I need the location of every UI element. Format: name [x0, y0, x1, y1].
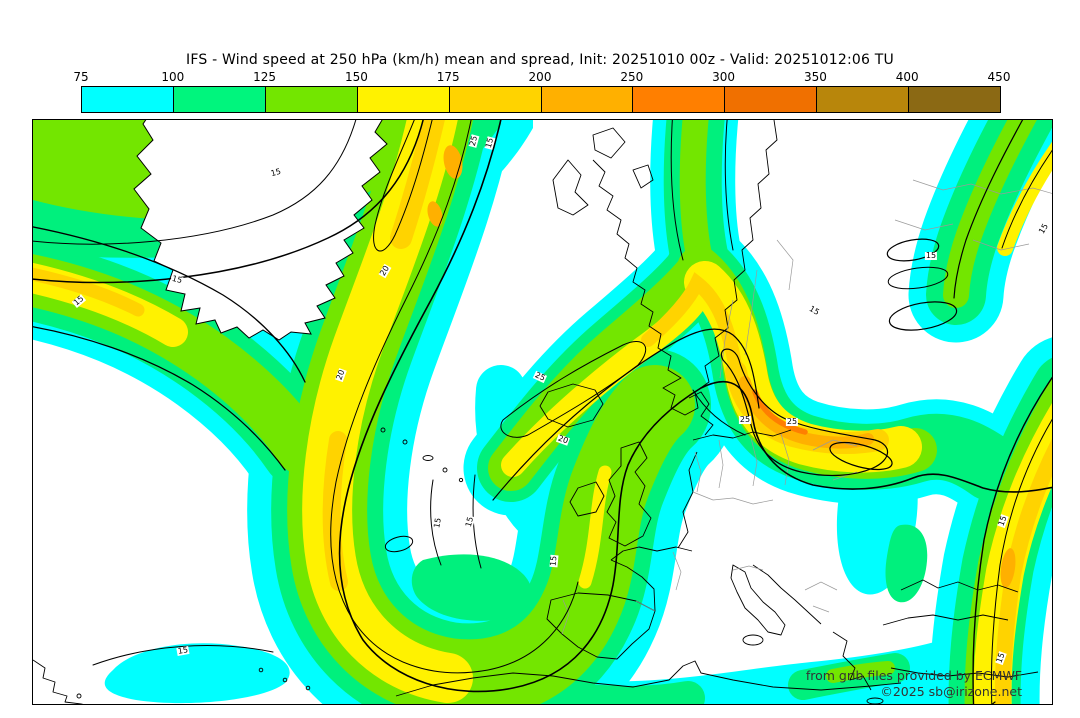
coastlines [33, 120, 1039, 704]
colorbar-segment [725, 87, 818, 112]
colorbar-tick: 450 [987, 70, 1011, 84]
spread-contours [33, 120, 1052, 704]
colorbar-segment [633, 87, 726, 112]
colorbar-tick: 200 [528, 70, 552, 84]
contour-label: 25 [738, 415, 752, 424]
colorbar-tick: 150 [344, 70, 368, 84]
colorbar-tick: 125 [253, 70, 277, 84]
colorbar-tick: 100 [161, 70, 185, 84]
fill-amber [427, 145, 1016, 588]
country-borders [561, 179, 1052, 635]
colorbar-segment [541, 87, 634, 112]
colorbar-tick: 250 [620, 70, 644, 84]
weather-map: 15 15 15 25 15 20 20 25 15 15 20 25 25 15 15 15 15 15 15 15… [32, 119, 1053, 705]
colorbar-swatches [81, 86, 1001, 113]
contour-label: 15 [548, 554, 559, 568]
wind-speed-colorbar: 75 100 125 150 175 200 250 300 350 400 450 [73, 70, 1010, 114]
colorbar-segment [82, 87, 174, 112]
colorbar-segment [909, 87, 1001, 112]
colorbar-segment [265, 87, 358, 112]
contour-label: 25 [785, 417, 799, 426]
attribution-copyright: ©2025 sb@irizone.net [880, 683, 1022, 699]
contour-label: 15 [924, 251, 938, 260]
colorbar-segment [173, 87, 266, 112]
wind-speed-map-canvas [33, 120, 1052, 704]
colorbar-tick: 300 [712, 70, 736, 84]
colorbar-segment [357, 87, 450, 112]
greenland-coastline [133, 120, 388, 341]
colorbar-segment [817, 87, 910, 112]
colorbar-tick: 400 [895, 70, 919, 84]
colorbar-tick-labels: 75 100 125 150 175 200 250 300 350 400 450 [73, 70, 1010, 84]
colorbar-tick: 75 [73, 70, 89, 84]
chart-title: IFS - Wind speed at 250 hPa (km/h) mean … [186, 52, 894, 68]
colorbar-segment [449, 87, 542, 112]
attribution: from grib files provided by ECMWF ©2025 … [806, 668, 1022, 701]
colorbar-tick: 175 [436, 70, 460, 84]
colorbar-tick: 350 [803, 70, 827, 84]
attribution-source: from grib files provided by ECMWF [805, 667, 1022, 683]
